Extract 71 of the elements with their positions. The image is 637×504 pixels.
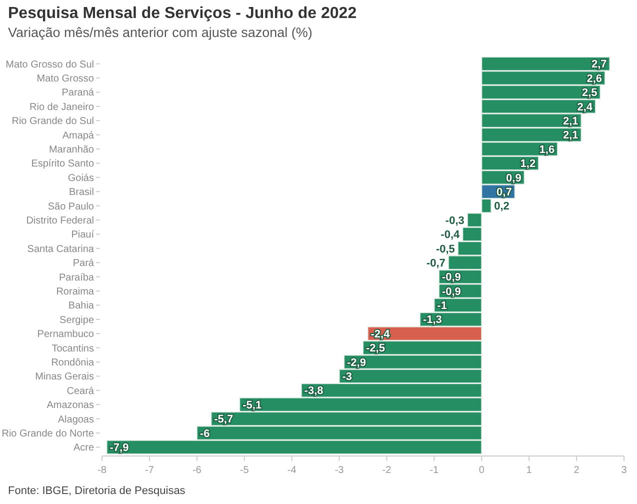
x-tick-label: -4 [287, 465, 297, 476]
data-label: 1,6 [539, 144, 555, 156]
y-tick-label: Sergipe [60, 314, 94, 326]
data-label: -2,4 [370, 328, 391, 340]
x-tick-label: -1 [430, 465, 440, 476]
y-tick-label: Pernambuco [37, 329, 94, 340]
chart-subtitle: Variação mês/mês anterior com ajuste sazonal (%) [8, 25, 312, 40]
y-tick-label: Espírito Santo [31, 158, 94, 170]
data-label: -0,9 [442, 286, 461, 298]
x-tick-label: -5 [240, 465, 250, 476]
y-tick-label: Mato Grosso do Sul [6, 59, 94, 70]
data-label: -7,9 [110, 442, 129, 454]
data-label: 1,2 [520, 158, 536, 170]
data-label: -0,5 [436, 243, 455, 256]
x-tick-label: 2 [574, 465, 580, 476]
y-tick-label: Distrito Federal [26, 216, 94, 227]
y-tick-label: Rondônia [51, 357, 94, 368]
data-label: 0,9 [506, 172, 522, 184]
chart-title: Pesquisa Mensal de Serviços - Junho de 2022 [8, 5, 357, 22]
y-tick-label: Brasil [68, 187, 94, 198]
data-label: -5,1 [242, 399, 262, 412]
data-label: -0,7 [426, 257, 446, 270]
data-label: -2,9 [347, 356, 366, 369]
x-tick-label: -8 [98, 465, 107, 476]
y-tick-label: Rio Grande do Sul [12, 116, 94, 128]
data-label: -3 [342, 371, 352, 384]
y-tick-label: Mato Grosso [36, 74, 94, 85]
data-label: -2,5 [366, 342, 385, 355]
data-label: -5,7 [214, 414, 234, 426]
x-tick-label: 0 [478, 465, 485, 476]
data-label: -3,8 [304, 385, 324, 398]
y-tick-label: Amazonas [46, 400, 94, 412]
y-tick-label: Piauí [71, 230, 94, 241]
y-tick-label: Goiás [68, 172, 94, 184]
x-tick-label: -7 [145, 465, 154, 476]
x-tick-label: 3 [621, 465, 628, 476]
y-tick-label: São Paulo [48, 201, 94, 212]
data-label: 2,1 [562, 130, 578, 142]
data-label: 2,5 [582, 87, 598, 100]
data-label: 2,7 [591, 58, 607, 71]
x-tick-label: -3 [334, 465, 344, 476]
y-tick-label: Bahia [68, 300, 94, 312]
y-tick-label: Minas Gerais [35, 372, 94, 383]
y-tick-label: Ceará [66, 386, 94, 397]
y-tick-label: Paraná [62, 88, 94, 99]
data-label: -0,4 [440, 229, 461, 242]
y-tick-label: Roraima [56, 286, 94, 298]
data-label: -6 [200, 428, 210, 440]
data-label: -1 [437, 300, 447, 312]
y-tick-label: Amapá [62, 130, 94, 142]
data-label: 2,6 [586, 72, 602, 85]
x-tick-label: -2 [382, 465, 392, 476]
y-tick-label: Acre [73, 442, 94, 454]
source-note: Fonte: IBGE, Diretoria de Pesquisas [8, 485, 186, 497]
data-label: 2,1 [562, 115, 578, 128]
y-tick-label: Tocantins [52, 343, 94, 354]
x-tick-label: 1 [526, 465, 532, 476]
data-label: -1,3 [422, 314, 442, 326]
y-tick-label: Rio de Janeiro [30, 102, 94, 113]
data-label: 0,2 [494, 200, 510, 213]
y-tick-label: Paraíba [58, 272, 94, 284]
y-tick-label: Rio Grande do Norte [2, 428, 94, 440]
data-label: -0,3 [445, 214, 464, 227]
y-tick-label: Pará [72, 258, 94, 270]
x-tick-label: -6 [192, 465, 202, 476]
data-label: -0,9 [442, 272, 461, 284]
y-tick-label: Alagoas [58, 414, 94, 426]
y-tick-label: Santa Catarina [27, 244, 94, 255]
data-label: 2,4 [577, 101, 594, 114]
data-label: 0,7 [496, 186, 512, 198]
y-tick-label: Maranhão [48, 144, 94, 156]
